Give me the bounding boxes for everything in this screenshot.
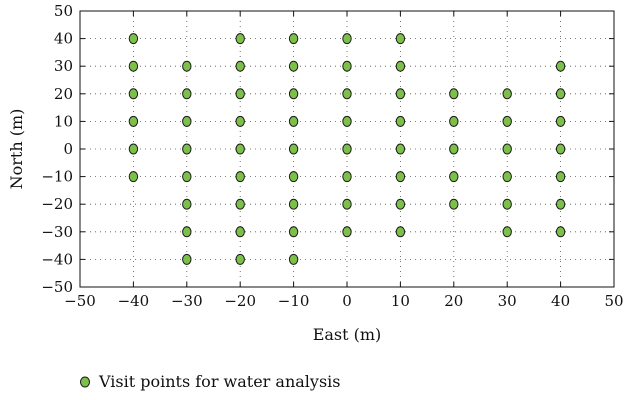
- data-point: [395, 198, 406, 210]
- x-tick-label: 40: [551, 292, 570, 310]
- data-point: [449, 171, 459, 183]
- data-point: [342, 88, 352, 100]
- data-point: [235, 143, 245, 155]
- x-tick-label: 0: [342, 292, 352, 310]
- x-tick-label: −50: [64, 292, 96, 310]
- data-point: [128, 115, 139, 127]
- x-tick-label: −10: [278, 292, 310, 310]
- y-tick-label: 30: [54, 57, 73, 75]
- data-point: [555, 198, 566, 210]
- data-point: [502, 171, 512, 183]
- data-point: [235, 253, 245, 265]
- y-axis-title: North (m): [7, 109, 26, 190]
- data-point: [395, 171, 406, 183]
- data-point: [502, 115, 512, 127]
- data-point: [395, 88, 406, 100]
- data-point: [288, 171, 299, 183]
- data-point: [235, 115, 245, 127]
- data-point: [182, 60, 192, 72]
- data-point: [128, 143, 139, 155]
- data-point: [342, 115, 352, 127]
- y-tick-label: −50: [41, 278, 73, 296]
- data-point: [128, 171, 139, 183]
- x-tick-label: 30: [498, 292, 517, 310]
- data-point: [555, 115, 566, 127]
- data-point: [288, 88, 299, 100]
- x-tick-label: −30: [171, 292, 203, 310]
- y-tick-label: 0: [63, 140, 73, 158]
- data-point: [182, 115, 192, 127]
- data-point: [288, 226, 299, 238]
- data-point: [395, 60, 406, 72]
- data-point: [182, 171, 192, 183]
- legend: Visit points for water analysis: [80, 372, 341, 391]
- data-point: [555, 171, 566, 183]
- data-point: [128, 88, 139, 100]
- data-point: [288, 60, 299, 72]
- data-point: [235, 171, 245, 183]
- data-point: [182, 88, 192, 100]
- data-point: [182, 253, 192, 265]
- data-point: [235, 198, 245, 210]
- y-tick-labels: −50 −40 −30 −20 −10 0 10 20 30 40 50: [41, 2, 73, 296]
- data-point: [449, 143, 459, 155]
- x-tick-label: −20: [224, 292, 256, 310]
- data-point: [395, 115, 406, 127]
- data-point: [395, 226, 406, 238]
- data-point: [235, 226, 245, 238]
- data-points: [128, 33, 566, 265]
- axis-ticks: [79, 10, 615, 288]
- data-point: [502, 198, 512, 210]
- y-tick-label: 50: [54, 2, 73, 20]
- x-tick-labels: −50 −40 −30 −20 −10 0 10 20 30 40 50: [64, 292, 623, 310]
- grid: [80, 11, 614, 287]
- x-tick-label: −40: [118, 292, 150, 310]
- data-point: [449, 198, 459, 210]
- data-point: [395, 143, 406, 155]
- data-point: [182, 226, 192, 238]
- y-tick-label: −10: [41, 168, 73, 186]
- data-point: [502, 88, 512, 100]
- legend-label: Visit points for water analysis: [98, 372, 341, 391]
- data-point: [182, 198, 192, 210]
- data-point: [555, 226, 566, 238]
- data-point: [555, 143, 566, 155]
- data-point: [555, 88, 566, 100]
- data-point: [288, 33, 299, 45]
- y-tick-label: −40: [41, 250, 73, 268]
- legend-marker-icon: [80, 376, 90, 388]
- y-tick-label: −20: [41, 195, 73, 213]
- data-point: [449, 115, 459, 127]
- x-axis-title: East (m): [313, 325, 382, 344]
- x-tick-label: 50: [604, 292, 623, 310]
- y-tick-label: 40: [54, 30, 73, 48]
- data-point: [342, 226, 352, 238]
- data-point: [342, 171, 352, 183]
- data-point: [288, 198, 299, 210]
- y-tick-label: −30: [41, 223, 73, 241]
- x-tick-label: 10: [391, 292, 410, 310]
- data-point: [555, 60, 566, 72]
- data-point: [128, 33, 139, 45]
- x-tick-label: 20: [444, 292, 463, 310]
- data-point: [288, 115, 299, 127]
- data-point: [288, 253, 299, 265]
- data-point: [182, 143, 192, 155]
- data-point: [342, 143, 352, 155]
- data-point: [502, 226, 512, 238]
- data-point: [342, 198, 352, 210]
- data-point: [235, 60, 245, 72]
- data-point: [342, 60, 352, 72]
- data-point: [235, 88, 245, 100]
- data-point: [449, 88, 459, 100]
- data-point: [128, 60, 139, 72]
- data-point: [502, 143, 512, 155]
- data-point: [342, 33, 352, 45]
- data-point: [235, 33, 245, 45]
- y-tick-label: 10: [54, 112, 73, 130]
- data-point: [288, 143, 299, 155]
- data-point: [395, 33, 406, 45]
- y-tick-label: 20: [54, 85, 73, 103]
